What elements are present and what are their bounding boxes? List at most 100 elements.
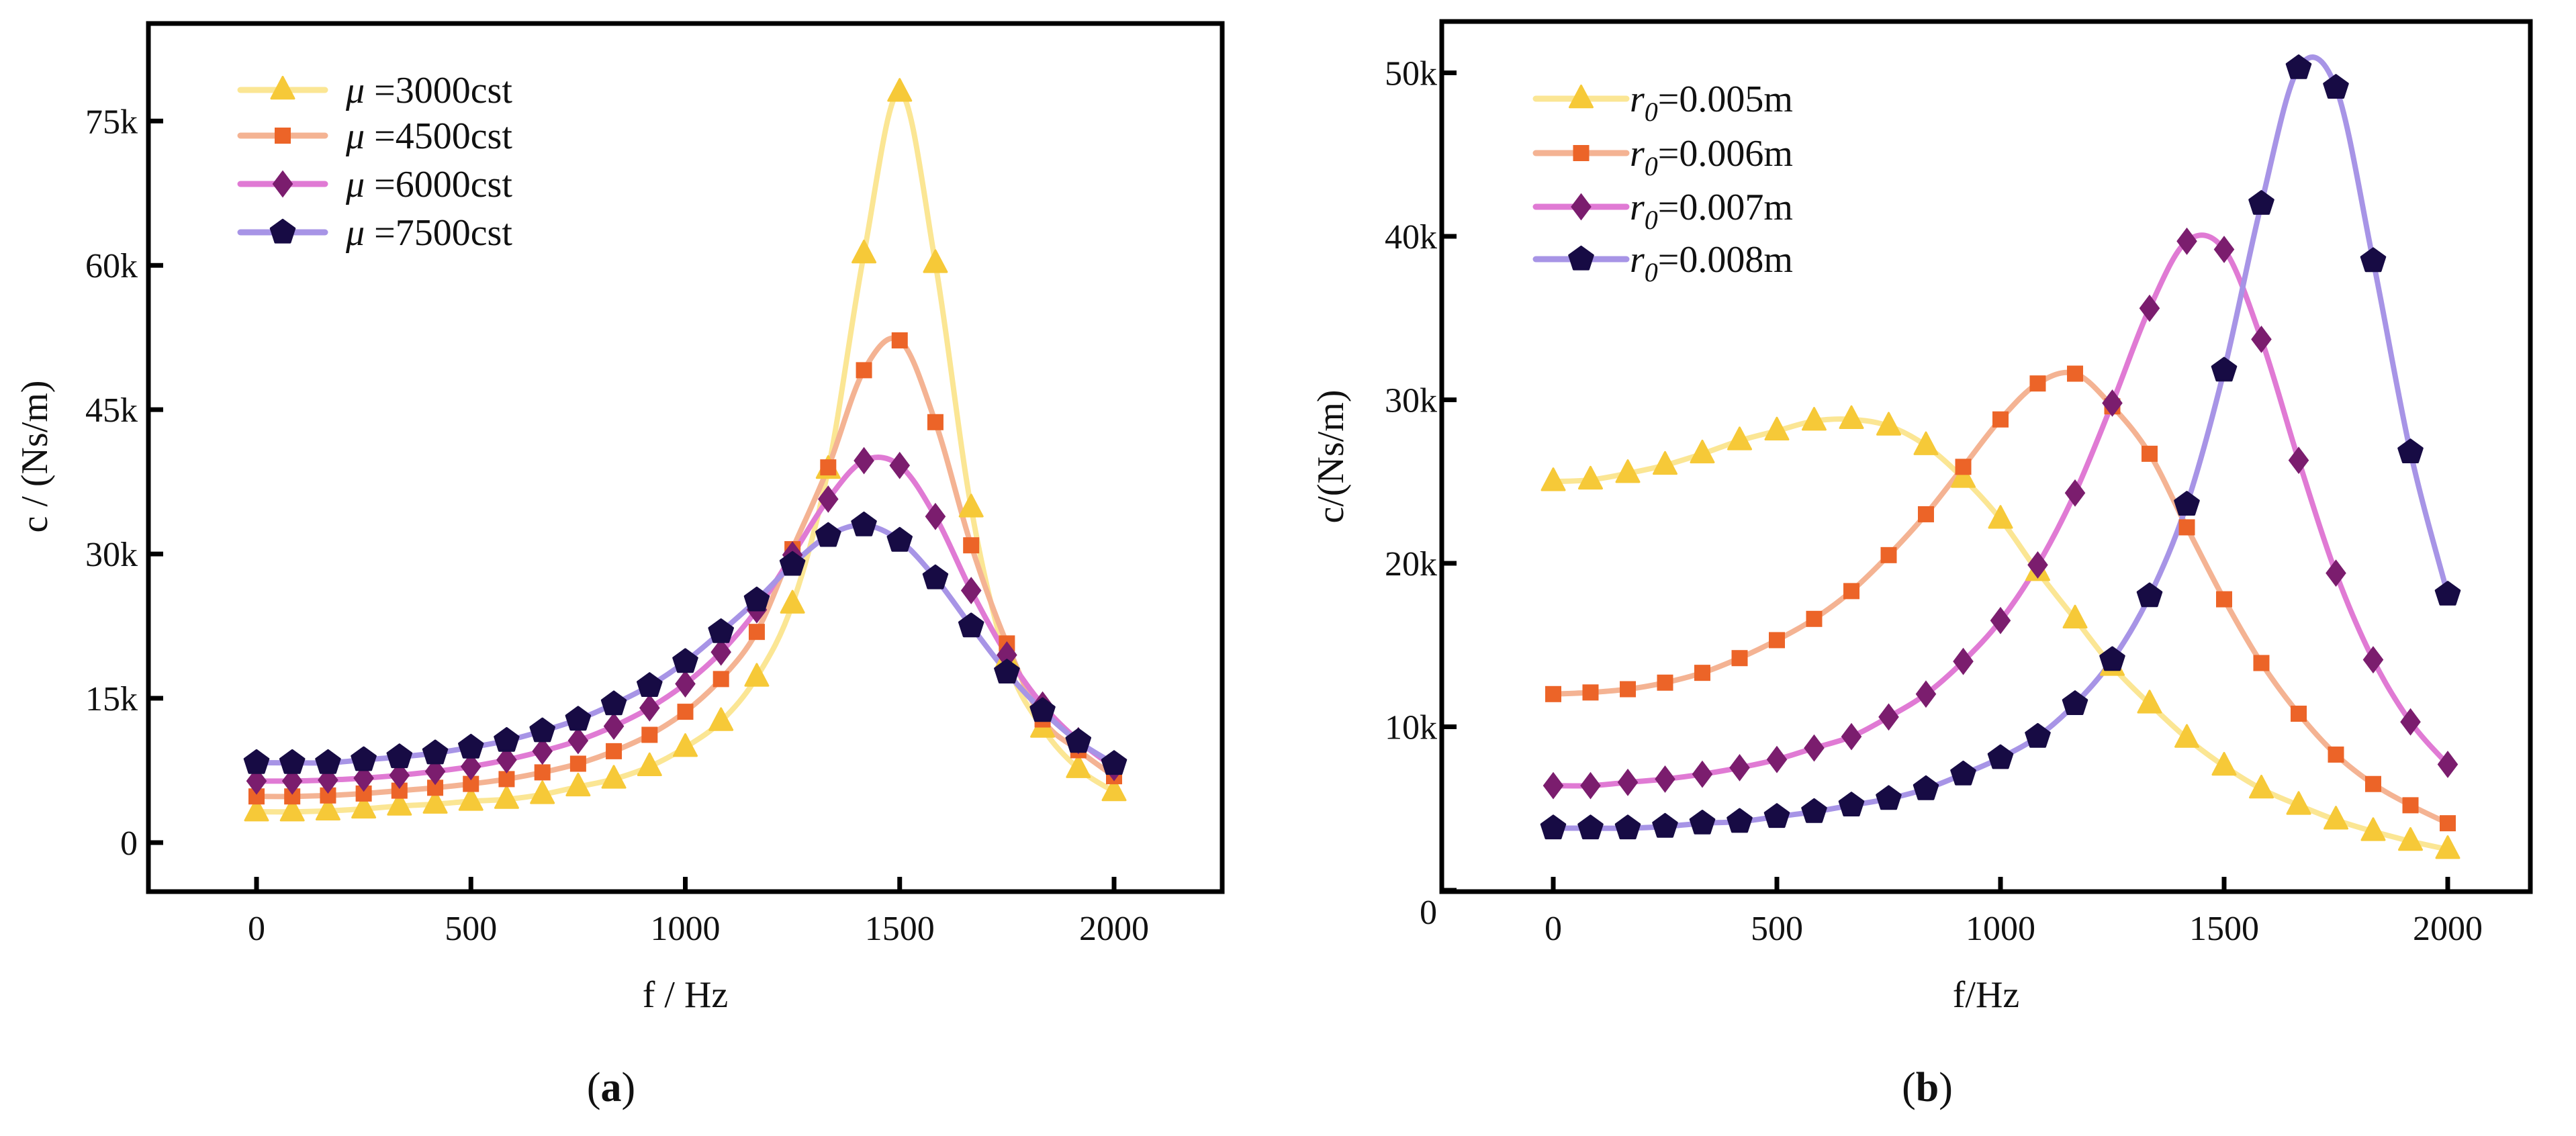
data-point-s2-22 xyxy=(2364,775,2381,792)
data-point-s1-2 xyxy=(315,796,340,820)
data-point-s4-5 xyxy=(1727,808,1753,833)
data-point-s4-11 xyxy=(1950,760,1976,786)
data-point-s4-17 xyxy=(851,511,877,536)
data-point-s2-17 xyxy=(856,362,872,379)
data-point-s4-8 xyxy=(529,717,555,743)
legend-symbol: r xyxy=(1630,79,1645,120)
legend-symbol: μ xyxy=(345,164,374,205)
legend-label-4: μ =7500cst xyxy=(345,212,512,254)
data-point-s3-20 xyxy=(960,577,982,604)
data-point-s2-8 xyxy=(534,764,551,781)
y-tick-label: 0 xyxy=(120,824,138,863)
data-point-s3-9 xyxy=(1878,703,1899,731)
data-point-s2-23 xyxy=(2402,797,2419,814)
legend-marker-1 xyxy=(1569,84,1594,109)
data-point-s1-13 xyxy=(708,707,734,731)
data-point-s2-19 xyxy=(927,414,944,430)
y-tick-label: 0 xyxy=(1420,894,1437,932)
data-point-s1-1 xyxy=(279,798,305,822)
data-point-s2-14 xyxy=(2067,365,2084,382)
data-point-s4-15 xyxy=(2099,646,2125,671)
data-point-s3-1 xyxy=(1580,771,1601,800)
data-point-s4-0 xyxy=(243,749,270,774)
legend-label-2: μ =4500cst xyxy=(345,115,512,157)
plot-frame xyxy=(1439,19,2533,894)
legend-marker-1 xyxy=(270,75,295,100)
data-point-s3-6 xyxy=(460,753,481,781)
data-point-s1-1 xyxy=(1577,465,1603,490)
data-point-s4-4 xyxy=(1689,810,1716,835)
data-point-s1-9 xyxy=(565,772,591,797)
legend-subscript: 0 xyxy=(1645,205,1658,235)
data-point-s2-21 xyxy=(2328,746,2344,763)
data-point-s1-5 xyxy=(422,790,448,814)
y-tick-label: 20k xyxy=(1385,545,1437,583)
series-markers xyxy=(243,78,1128,822)
panel-caption: (a) xyxy=(587,1065,635,1110)
data-point-s4-1 xyxy=(279,749,306,774)
data-point-s3-23 xyxy=(2400,708,2421,736)
data-point-s4-4 xyxy=(386,743,413,769)
data-point-s1-19 xyxy=(2248,774,2274,799)
data-point-s3-12 xyxy=(675,670,696,698)
legend-marker-4 xyxy=(269,218,296,244)
data-point-s3-13 xyxy=(710,638,731,666)
legend-subscript: 0 xyxy=(1645,97,1658,127)
series-line-4 xyxy=(254,522,1117,767)
legend-symbol: r xyxy=(1630,187,1645,228)
data-point-s4-12 xyxy=(672,648,698,673)
data-point-s3-20 xyxy=(2288,446,2309,474)
data-point-s1-14 xyxy=(744,663,770,687)
data-point-s4-10 xyxy=(1913,775,1939,800)
data-point-s1-12 xyxy=(673,733,698,757)
data-point-s1-3 xyxy=(351,794,377,819)
data-point-s3-8 xyxy=(532,737,553,765)
legend-value: =6000cst xyxy=(374,164,512,205)
data-point-s2-10 xyxy=(606,743,623,759)
data-point-s3-4 xyxy=(389,761,410,790)
data-point-s4-15 xyxy=(779,551,806,576)
data-point-s3-12 xyxy=(1990,606,2011,634)
data-point-s3-0 xyxy=(246,767,267,795)
data-point-s3-10 xyxy=(1915,680,1937,708)
data-point-s4-14 xyxy=(743,586,770,612)
data-point-s1-20 xyxy=(2286,791,2311,815)
data-point-s2-13 xyxy=(2029,375,2046,392)
data-point-s2-5 xyxy=(1731,650,1748,667)
y-tick-label: 30k xyxy=(1385,382,1437,420)
data-point-s2-3 xyxy=(1657,674,1673,691)
data-point-s2-0 xyxy=(1545,685,1561,702)
data-point-s3-14 xyxy=(2064,479,2086,507)
data-point-s3-10 xyxy=(603,712,625,741)
data-point-s4-0 xyxy=(1540,814,1567,840)
data-point-s2-6 xyxy=(1769,632,1785,649)
data-point-s1-22 xyxy=(2360,817,2386,841)
data-point-s1-23 xyxy=(2398,826,2424,851)
data-point-s3-24 xyxy=(2437,751,2458,778)
panel-caption-letter: b xyxy=(1916,1065,1939,1110)
data-point-s2-10 xyxy=(1917,506,1934,522)
chart-panel-b: 0 500 1000 1500 2000 0 10k 20k 30k 40k 50k f/Hz c/(N… xyxy=(1310,19,2533,1110)
data-point-s1-12 xyxy=(1988,505,2013,529)
legend-subscript: 0 xyxy=(1645,151,1658,181)
legend-value: =3000cst xyxy=(374,70,512,111)
data-point-s4-7 xyxy=(1801,798,1827,823)
data-point-s3-6 xyxy=(1766,745,1788,773)
data-point-s3-11 xyxy=(639,694,660,722)
data-point-s2-9 xyxy=(569,755,586,772)
data-point-s4-3 xyxy=(351,746,377,771)
data-point-s3-15 xyxy=(2102,389,2123,417)
data-point-s4-6 xyxy=(1763,803,1790,829)
data-point-s4-11 xyxy=(637,672,663,697)
data-point-s4-3 xyxy=(1652,812,1678,838)
data-point-s4-5 xyxy=(422,739,449,765)
legend-label-2: r0=0.006m xyxy=(1630,133,1793,181)
data-point-s3-2 xyxy=(1617,768,1639,796)
data-point-s2-4 xyxy=(1694,665,1710,681)
data-point-s4-20 xyxy=(958,612,984,638)
data-point-s4-9 xyxy=(1876,785,1902,810)
legend-value: =0.005m xyxy=(1658,79,1793,120)
legend-symbol: r xyxy=(1630,133,1645,175)
legend-marker-3 xyxy=(1571,193,1592,221)
data-point-s3-13 xyxy=(2027,551,2048,579)
